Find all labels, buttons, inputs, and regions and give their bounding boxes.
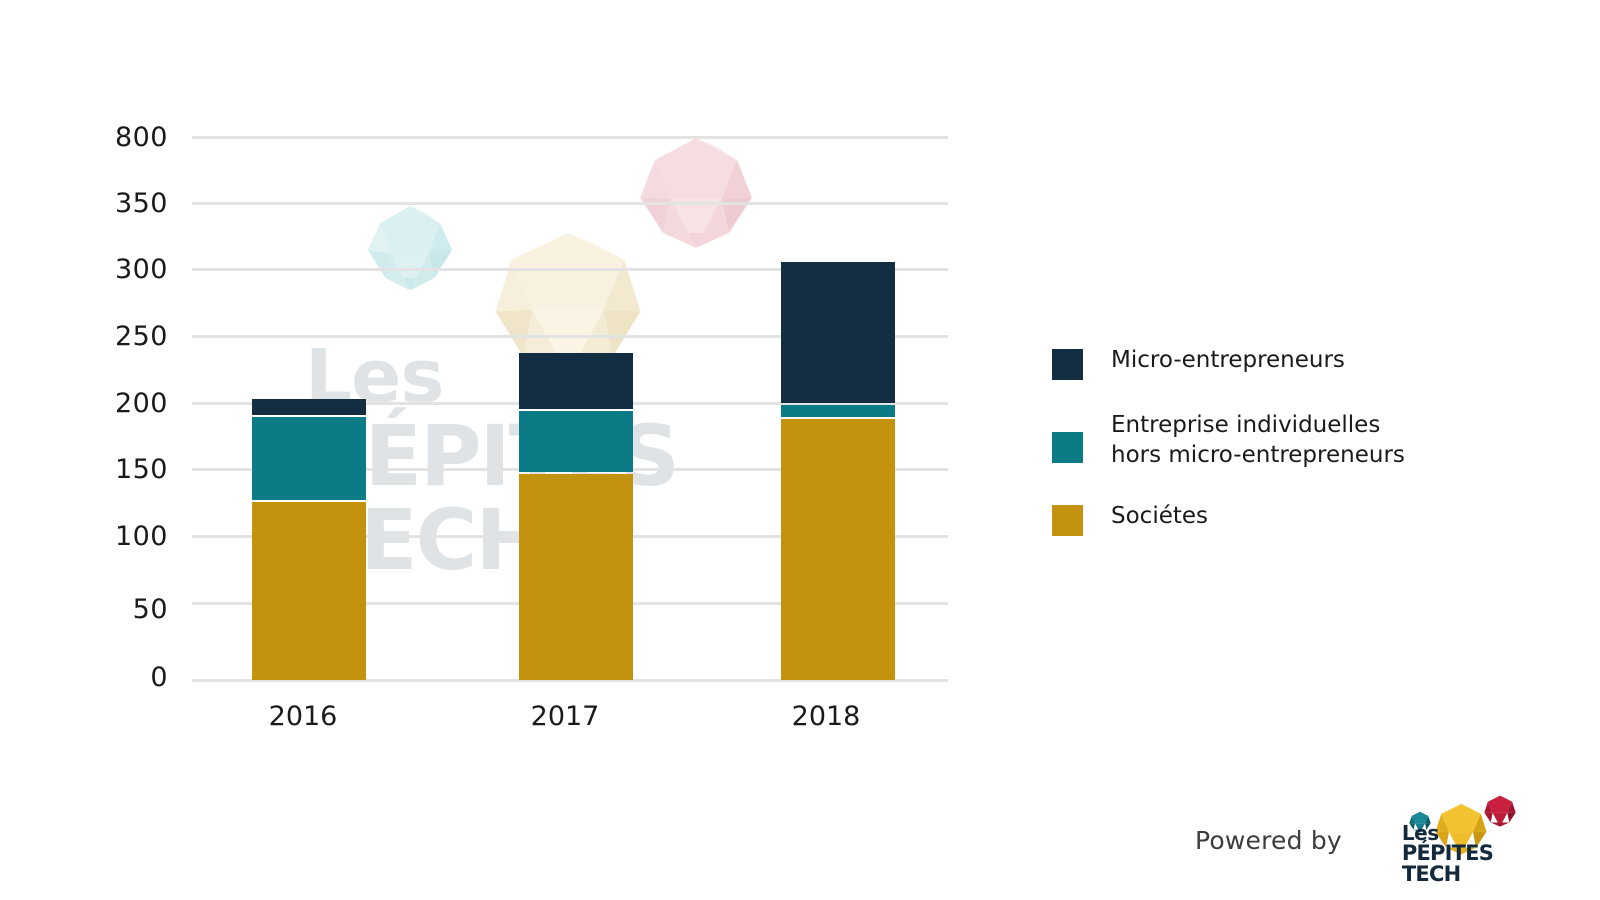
- y-axis-label-0: 0: [150, 662, 168, 693]
- y-axis-label-50: 50: [132, 594, 168, 625]
- legend-item-societes[interactable]: Sociétes: [1052, 501, 1532, 536]
- les-pepites-tech-logo[interactable]: Les PÉPITES TECH: [1402, 795, 1532, 885]
- x-axis-label-2017: 2017: [530, 701, 600, 732]
- gridline-350: [192, 202, 948, 205]
- legend-swatch-entreprise-individuelles: [1052, 432, 1083, 463]
- logo-icosahedron-gold-icon: [1435, 804, 1487, 855]
- legend-swatch-micro-entrepreneurs: [1052, 349, 1083, 380]
- y-axis-label-800: 800: [114, 122, 168, 153]
- logo-wordmark-line2: PÉPITES TECH: [1401, 841, 1494, 886]
- bar-2018-entreprise-individuelles[interactable]: [781, 405, 895, 417]
- legend-item-entreprise-individuelles[interactable]: Entreprise individuelles hors micro-entr…: [1052, 410, 1532, 471]
- x-axis-label-2016: 2016: [268, 701, 338, 732]
- logo-icosahedron-crimson-icon: [1484, 795, 1516, 827]
- legend-swatch-societes: [1052, 504, 1083, 536]
- y-axis-label-100: 100: [114, 521, 168, 552]
- footer-powered-by: Powered by: [1195, 795, 1532, 885]
- logo-icosahedron-teal-icon: [1409, 811, 1431, 833]
- powered-by-text: Powered by: [1195, 825, 1342, 855]
- bar-2018-micro-entrepreneurs[interactable]: [781, 262, 895, 403]
- bar-2016-micro-entrepreneurs[interactable]: [252, 399, 366, 415]
- gridline-300: [192, 268, 948, 271]
- legend-label-micro-entrepreneurs: Micro-entrepreneurs: [1111, 347, 1345, 373]
- x-axis-label-2018: 2018: [791, 701, 861, 732]
- bar-2017-societes[interactable]: [519, 474, 633, 680]
- bar-2017-entreprise-individuelles[interactable]: [519, 411, 633, 472]
- chart-legend: Micro-entrepreneurs Entreprise individue…: [1052, 345, 1532, 566]
- bar-2016-societes[interactable]: [252, 502, 366, 680]
- y-axis-label-200: 200: [114, 388, 168, 419]
- y-axis-label-150: 150: [114, 454, 168, 485]
- bar-2018-societes[interactable]: [781, 419, 895, 680]
- legend-label-entreprise-individuelles: Entreprise individuelles hors micro-entr…: [1111, 412, 1405, 469]
- bar-2017-micro-entrepreneurs[interactable]: [519, 353, 633, 409]
- gridline-800: [192, 136, 948, 139]
- y-axis-label-250: 250: [114, 321, 168, 352]
- y-axis-label-350: 350: [114, 188, 168, 219]
- logo-wordmark-line1: Les: [1401, 821, 1439, 845]
- gridline-0: [192, 679, 948, 682]
- bar-2016-entreprise-individuelles[interactable]: [252, 417, 366, 500]
- gridline-250: [192, 335, 948, 338]
- legend-label-societes: Sociétes: [1111, 502, 1209, 529]
- logo-wordmark: Les PÉPITES TECH: [1402, 823, 1532, 885]
- y-axis-label-300: 300: [114, 254, 168, 285]
- legend-item-micro-entrepreneurs[interactable]: Micro-entrepreneurs: [1052, 345, 1532, 380]
